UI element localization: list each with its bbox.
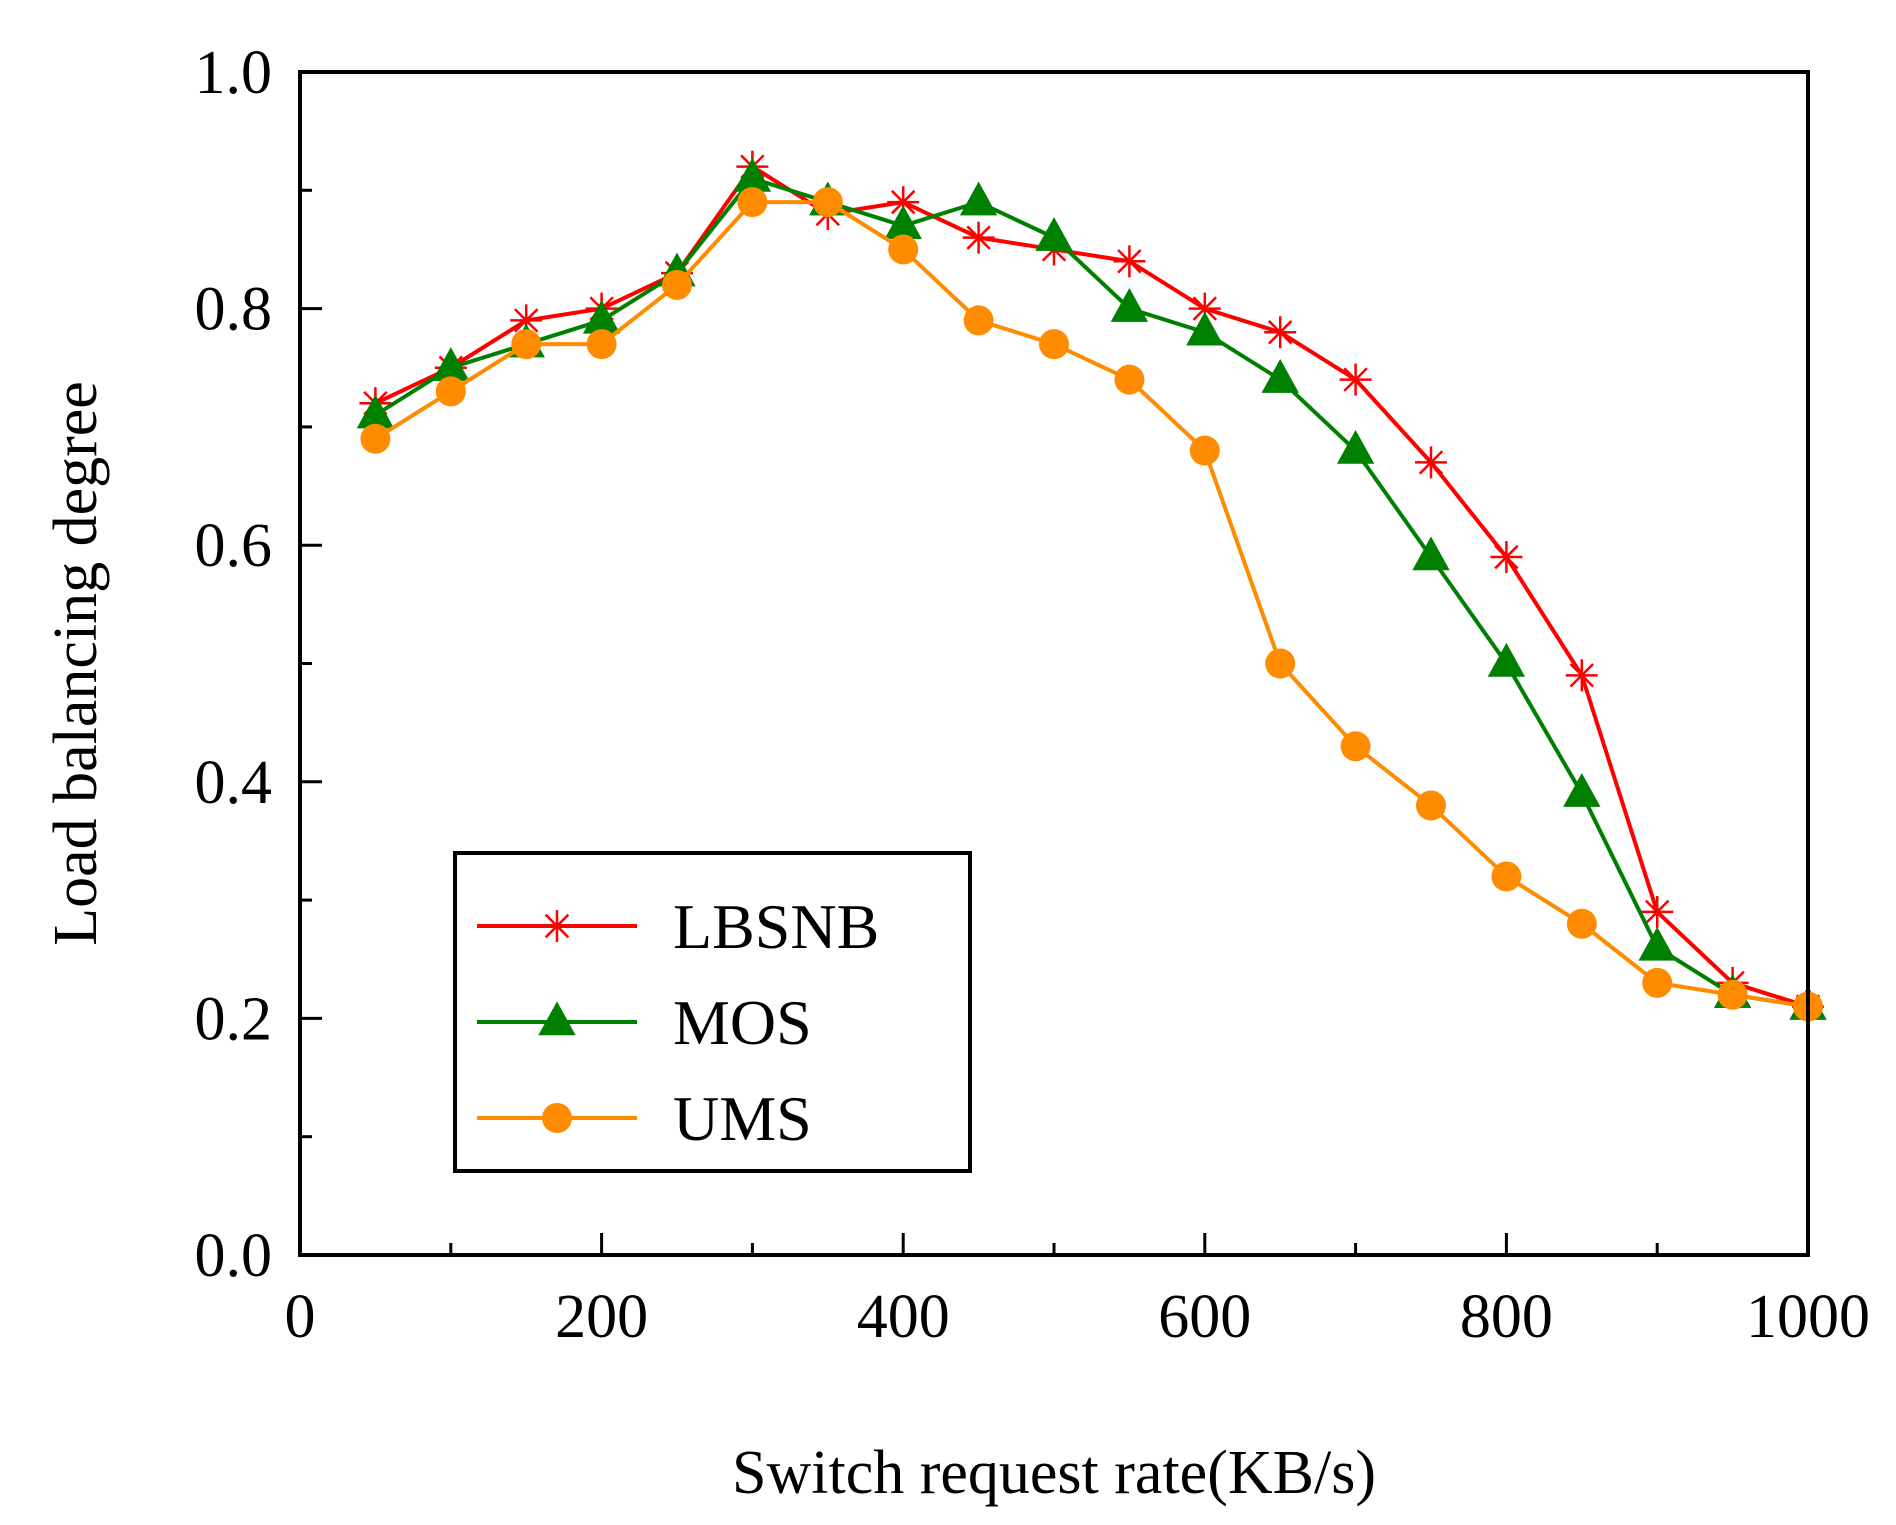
x-axis-title: Switch request rate(KB/s) [732,1439,1376,1507]
data-point-lbsnb [1490,541,1523,574]
data-point-ums [1416,790,1446,821]
series-layer [356,150,1827,1023]
legend-marker-lbsnb [541,910,573,942]
data-point-ums [435,376,466,407]
series-ums [360,187,1823,1022]
data-point-ums [1039,329,1069,360]
data-point-ums [1340,731,1371,762]
data-point-lbsnb [1264,316,1297,349]
data-point-ums [812,187,843,218]
data-point-lbsnb [962,221,995,254]
data-point-lbsnb [1641,895,1674,928]
data-point-ums [737,187,768,218]
x-tick-label: 1000 [1746,1283,1870,1351]
y-tick-label: 0.2 [195,985,273,1053]
legend: LBSNB MOS UMS [453,851,972,1173]
legend-marker-mos [538,1001,576,1036]
data-point-ums [1189,435,1220,466]
series-line-lbsnb [374,164,1809,1009]
data-point-lbsnb [1565,659,1598,692]
data-point-ums [963,305,994,336]
data-point-mos [1261,358,1299,393]
data-point-ums [586,329,617,360]
x-tick-label: 0 [285,1283,316,1351]
data-point-ums [360,423,391,454]
legend-items: LBSNB MOS UMS [477,891,879,1154]
data-point-ums [1114,364,1145,395]
legend-label-ums: UMS [673,1083,812,1154]
data-point-mos [1563,773,1601,807]
y-tick-label: 0.0 [195,1222,273,1290]
data-point-lbsnb [1339,363,1372,396]
data-point-ums [1566,908,1597,939]
data-point-mos [1638,926,1676,961]
series-line-mos [374,176,1809,1009]
legend-item-mos: MOS [477,987,812,1058]
legend-label-mos: MOS [673,987,812,1058]
x-tick-label: 800 [1460,1283,1553,1351]
legend-item-lbsnb: LBSNB [477,891,879,962]
x-tick-label: 400 [857,1283,950,1351]
data-point-lbsnb [1113,245,1146,278]
legend-marker-ums [542,1103,572,1133]
data-point-mos [1186,311,1224,346]
data-point-mos [1035,217,1073,251]
legend-item-ums: UMS [477,1083,812,1154]
data-point-ums [1642,967,1673,998]
y-tick-label: 1.0 [195,39,273,107]
x-tick-label: 200 [555,1283,648,1351]
y-tick-label: 0.6 [195,512,273,580]
y-axis-title: Load balancing degree [42,381,110,946]
data-point-mos [1336,429,1375,464]
data-point-ums [1717,979,1748,1010]
data-point-mos [1412,536,1450,571]
y-tick-label: 0.4 [195,749,273,817]
legend-label-lbsnb: LBSNB [673,891,879,962]
data-point-mos [1487,642,1526,677]
data-point-ums [511,329,542,360]
data-point-ums [888,234,919,265]
x-tick-label: 600 [1158,1283,1251,1351]
data-point-ums [1265,648,1296,679]
plot-frame [298,70,1810,1257]
data-point-mos [1110,288,1149,322]
y-tick-label: 0.8 [195,276,273,344]
x-tick-labels: 0 200 400 600 800 1000 [285,1283,1871,1351]
data-point-lbsnb [1415,446,1447,479]
data-point-ums [662,269,692,300]
data-point-ums [1491,861,1522,892]
data-point-mos [959,181,998,216]
y-tick-labels: 0.0 0.2 0.4 0.6 0.8 1.0 [195,39,273,1290]
